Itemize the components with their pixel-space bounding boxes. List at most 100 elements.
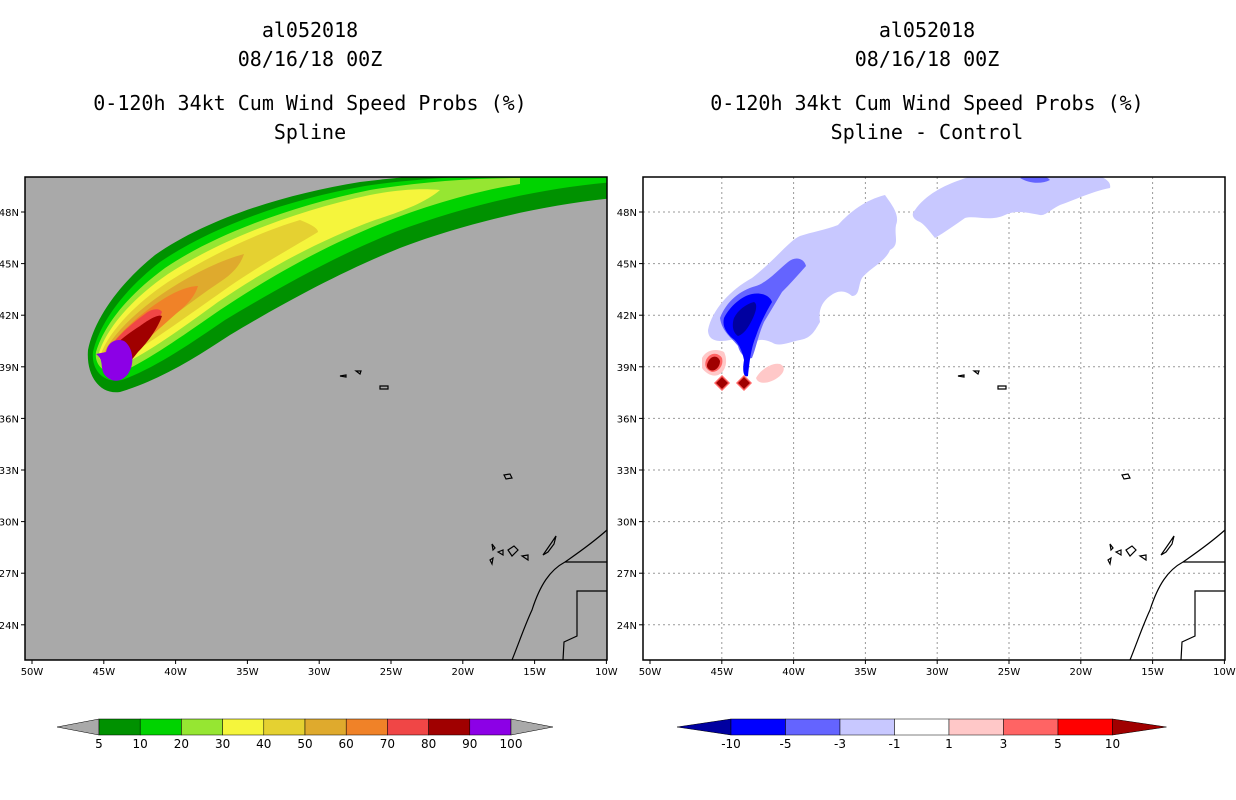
diff-darkblue [732, 302, 757, 336]
lon-label: 35W [854, 667, 877, 678]
lon-label: 20W [1069, 667, 1092, 678]
colorbar-label: 80 [421, 737, 436, 751]
colorbar-swatch [387, 718, 429, 736]
right-product: 0-120h 34kt Cum Wind Speed Probs (%) [710, 91, 1144, 115]
colorbar-label: 60 [339, 737, 354, 751]
lon-label: 30W [926, 667, 949, 678]
colorbar-swatch [1057, 718, 1113, 736]
diff-pink-2 [756, 363, 784, 383]
lon-label: 45W [710, 667, 733, 678]
colorbar-swatch [345, 718, 388, 736]
right-coastlines [957, 370, 1226, 661]
left-axes: 50W 45W 40W 35W 30W 25W 20W 15W 10W 48N 45N 42N 39N 3… [0, 208, 618, 678]
diff-lightblue-2 [912, 177, 1111, 238]
colorbar-swatch [469, 718, 512, 736]
lon-label: 50W [21, 667, 44, 678]
colorbar-label: 5 [1054, 737, 1062, 751]
left-probability-contours [87, 177, 607, 393]
lat-label: 45N [617, 260, 637, 271]
lon-label: 20W [451, 667, 474, 678]
right-difference-contours [702, 177, 1111, 391]
colorbar-label: -10 [721, 737, 741, 751]
colorbar-label: -5 [780, 737, 792, 751]
colorbar-label: 70 [380, 737, 395, 751]
colorbar-label: 3 [1000, 737, 1008, 751]
diff-darkred-2 [716, 377, 728, 389]
right-title-block: al052018 08/16/18 00Z 0-120h 34kt Cum Wi… [627, 16, 1227, 147]
lat-label: 39N [0, 363, 19, 374]
lat-label: 39N [617, 363, 637, 374]
lon-label: 10W [1213, 667, 1236, 678]
lat-label: 48N [617, 208, 637, 219]
right-datetime: 08/16/18 00Z [854, 47, 1000, 71]
colorbar-right-end [1112, 718, 1167, 736]
lat-label: 33N [0, 466, 19, 477]
lon-label: 10W [595, 667, 618, 678]
lat-label: 42N [617, 311, 637, 322]
lat-label: 33N [617, 466, 637, 477]
left-datetime: 08/16/18 00Z [237, 47, 383, 71]
colorbar-swatch [428, 718, 471, 736]
right-map: 50W 45W 40W 35W 30W 25W 20W 15W 10W 48N 45N 42N 39N 3… [617, 176, 1236, 678]
colorbar-swatch [139, 718, 182, 736]
diff-medblue [723, 293, 772, 377]
colorbar-label: 10 [1105, 737, 1120, 751]
left-map: 50W 45W 40W 35W 30W 25W 20W 15W 10W 48N 45N 42N 39N 3… [0, 176, 618, 678]
colorbar-label: 50 [297, 737, 312, 751]
colorbar-swatch [263, 718, 306, 736]
right-axes: 50W 45W 40W 35W 30W 25W 20W 15W 10W 48N 45N 42N 39N 3… [617, 208, 1236, 678]
diff-darkred-1 [706, 356, 720, 371]
diff-blue-2 [1020, 177, 1050, 183]
lon-label: 40W [782, 667, 805, 678]
left-colorbar: 5 10 20 30 40 50 60 70 80 90 100 [56, 718, 554, 751]
colorbar-swatch [785, 718, 841, 736]
colorbar-right-end [510, 718, 554, 736]
colorbar-label: -3 [834, 737, 846, 751]
contour-30 [98, 189, 441, 366]
lon-label: 50W [639, 667, 662, 678]
lat-label: 36N [0, 414, 19, 425]
colorbar-swatch [181, 718, 223, 736]
colorbar-label: 10 [133, 737, 148, 751]
lat-label: 24N [0, 621, 19, 632]
colorbar-label: -1 [889, 737, 901, 751]
lon-label: 15W [523, 667, 546, 678]
right-gridlines [643, 177, 1225, 660]
lat-label: 27N [617, 569, 637, 580]
colorbar-label: 1 [945, 737, 953, 751]
left-coastlines [339, 370, 608, 661]
colorbar-label: 30 [215, 737, 230, 751]
lat-label: 30N [617, 518, 637, 529]
colorbar-swatch [839, 718, 895, 736]
lat-label: 24N [617, 621, 637, 632]
contour-100 [96, 340, 133, 381]
left-product: 0-120h 34kt Cum Wind Speed Probs (%) [93, 91, 527, 115]
diff-lightblue-3 [860, 253, 872, 261]
colorbar-swatch [304, 718, 347, 736]
colorbar-label: 40 [256, 737, 271, 751]
lat-label: 30N [0, 518, 19, 529]
colorbar-swatch [894, 718, 950, 736]
lon-label: 25W [998, 667, 1021, 678]
left-storm-id: al052018 [261, 18, 359, 42]
colorbar-swatch [730, 718, 786, 736]
lon-label: 45W [92, 667, 115, 678]
lon-label: 30W [308, 667, 331, 678]
colorbar-label: 90 [462, 737, 477, 751]
right-storm-id: al052018 [878, 18, 976, 42]
left-title-block: al052018 08/16/18 00Z 0-120h 34kt Cum Wi… [10, 16, 610, 147]
colorbar-left-end [56, 718, 100, 736]
lat-label: 36N [617, 414, 637, 425]
lat-label: 42N [0, 311, 19, 322]
lat-label: 27N [0, 569, 19, 580]
colorbar-swatch [222, 718, 265, 736]
diff-darkred-3 [738, 377, 750, 389]
lon-label: 25W [380, 667, 403, 678]
left-subtitle: Spline [273, 120, 347, 144]
colorbar-label: 20 [174, 737, 189, 751]
lat-label: 48N [0, 208, 19, 219]
lon-label: 35W [236, 667, 259, 678]
colorbar-left-end [676, 718, 732, 736]
colorbar-label: 5 [95, 737, 103, 751]
